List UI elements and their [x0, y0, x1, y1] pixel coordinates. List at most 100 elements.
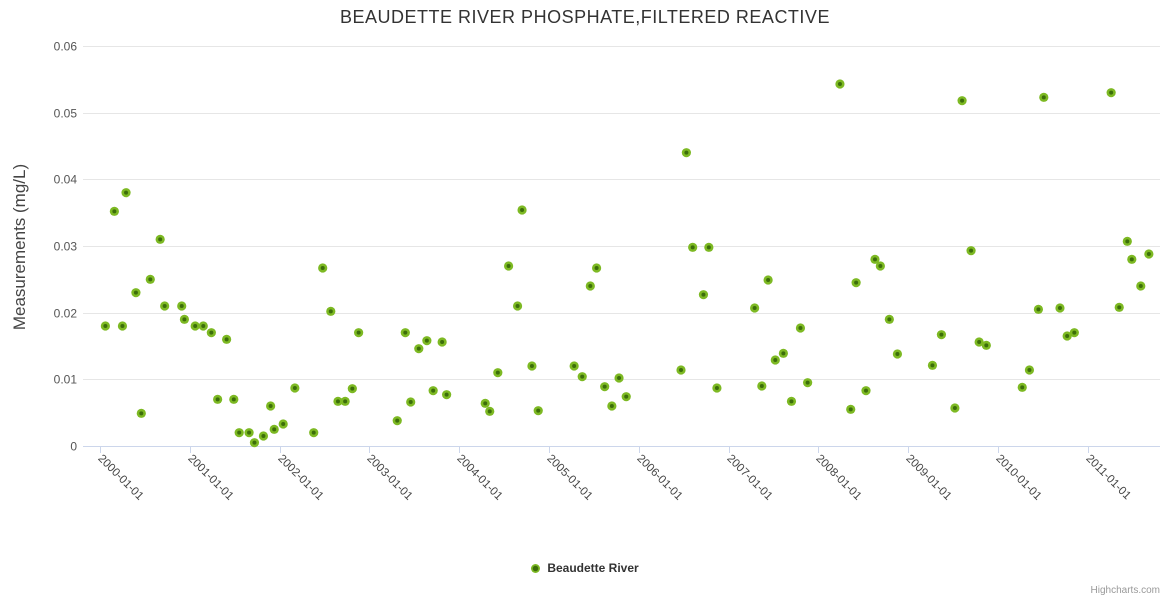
- data-point[interactable]: [875, 261, 885, 271]
- data-point[interactable]: [340, 396, 350, 406]
- data-point[interactable]: [290, 383, 300, 393]
- data-point[interactable]: [803, 378, 813, 388]
- data-point[interactable]: [485, 406, 495, 416]
- data-point[interactable]: [870, 254, 880, 264]
- data-point[interactable]: [698, 290, 709, 300]
- data-point[interactable]: [569, 361, 579, 371]
- data-point[interactable]: [244, 428, 254, 438]
- data-point[interactable]: [249, 438, 260, 448]
- data-point[interactable]: [406, 397, 416, 407]
- data-point[interactable]: [591, 263, 602, 273]
- data-point[interactable]: [109, 206, 119, 216]
- data-point[interactable]: [278, 419, 288, 429]
- data-point[interactable]: [936, 330, 947, 340]
- data-point[interactable]: [1033, 304, 1044, 314]
- data-point[interactable]: [688, 242, 698, 252]
- data-point[interactable]: [712, 383, 722, 393]
- data-point[interactable]: [757, 381, 767, 391]
- data-point[interactable]: [354, 328, 364, 338]
- data-point[interactable]: [155, 234, 165, 244]
- data-point[interactable]: [136, 408, 146, 418]
- data-point[interactable]: [121, 188, 131, 198]
- data-point[interactable]: [846, 404, 856, 414]
- data-point[interactable]: [266, 401, 276, 411]
- data-point[interactable]: [1062, 331, 1072, 341]
- data-point[interactable]: [892, 349, 903, 359]
- data-point[interactable]: [861, 386, 871, 396]
- data-point[interactable]: [1024, 365, 1035, 375]
- data-point[interactable]: [229, 394, 239, 404]
- data-point[interactable]: [957, 96, 967, 106]
- data-point[interactable]: [347, 384, 357, 394]
- data-point[interactable]: [851, 278, 861, 288]
- data-point[interactable]: [480, 398, 490, 408]
- data-point[interactable]: [1039, 92, 1049, 102]
- data-point[interactable]: [198, 321, 208, 331]
- data-point[interactable]: [1114, 302, 1124, 312]
- data-point[interactable]: [258, 431, 269, 441]
- data-point[interactable]: [493, 368, 503, 378]
- data-point[interactable]: [676, 365, 686, 375]
- data-point[interactable]: [786, 396, 797, 406]
- data-point[interactable]: [527, 361, 537, 371]
- data-point[interactable]: [1122, 236, 1132, 246]
- data-point[interactable]: [442, 390, 452, 400]
- data-point[interactable]: [585, 281, 595, 291]
- data-point[interactable]: [400, 328, 410, 338]
- data-point[interactable]: [213, 394, 223, 404]
- data-point[interactable]: [503, 261, 514, 271]
- data-point[interactable]: [763, 275, 773, 285]
- data-point[interactable]: [160, 301, 170, 311]
- data-point[interactable]: [750, 303, 760, 313]
- data-point[interactable]: [927, 360, 938, 370]
- data-point[interactable]: [177, 301, 187, 311]
- data-point[interactable]: [318, 263, 328, 273]
- data-point[interactable]: [1136, 281, 1146, 291]
- data-point[interactable]: [145, 274, 155, 284]
- data-point[interactable]: [269, 424, 279, 434]
- data-point[interactable]: [414, 344, 424, 354]
- data-point[interactable]: [309, 428, 319, 438]
- data-point[interactable]: [600, 382, 610, 392]
- data-point[interactable]: [428, 386, 438, 396]
- data-point[interactable]: [1069, 328, 1079, 338]
- data-point[interactable]: [190, 321, 200, 331]
- data-point[interactable]: [533, 406, 543, 416]
- data-point[interactable]: [437, 337, 447, 347]
- data-point[interactable]: [117, 321, 128, 331]
- data-point[interactable]: [234, 428, 244, 438]
- data-point[interactable]: [981, 340, 991, 350]
- data-point[interactable]: [1055, 303, 1065, 313]
- data-point[interactable]: [206, 328, 216, 338]
- data-point[interactable]: [1017, 382, 1027, 392]
- data-point[interactable]: [1127, 254, 1137, 264]
- data-point[interactable]: [704, 242, 714, 252]
- legend-item-beaudette-river[interactable]: Beaudette River: [531, 561, 639, 575]
- data-point[interactable]: [333, 396, 343, 406]
- data-point[interactable]: [517, 205, 527, 215]
- data-point[interactable]: [614, 373, 624, 383]
- data-point[interactable]: [778, 348, 788, 358]
- data-point[interactable]: [179, 314, 190, 324]
- data-point[interactable]: [607, 401, 617, 411]
- data-point[interactable]: [770, 355, 780, 365]
- data-point[interactable]: [577, 372, 587, 382]
- data-point[interactable]: [966, 246, 976, 256]
- data-point[interactable]: [392, 416, 402, 426]
- data-point[interactable]: [512, 301, 523, 311]
- data-point[interactable]: [1106, 88, 1116, 98]
- credits-link[interactable]: Highcharts.com: [1090, 585, 1160, 596]
- data-point[interactable]: [326, 306, 336, 316]
- data-point[interactable]: [974, 337, 984, 347]
- data-point[interactable]: [222, 334, 232, 344]
- data-point[interactable]: [100, 321, 110, 331]
- data-point[interactable]: [795, 323, 806, 333]
- data-point[interactable]: [835, 79, 845, 89]
- data-point[interactable]: [884, 314, 894, 324]
- data-point[interactable]: [131, 288, 141, 298]
- data-point[interactable]: [1144, 249, 1154, 259]
- data-point[interactable]: [621, 392, 631, 402]
- data-point[interactable]: [950, 403, 960, 413]
- data-point[interactable]: [681, 148, 691, 158]
- data-point[interactable]: [422, 336, 432, 346]
